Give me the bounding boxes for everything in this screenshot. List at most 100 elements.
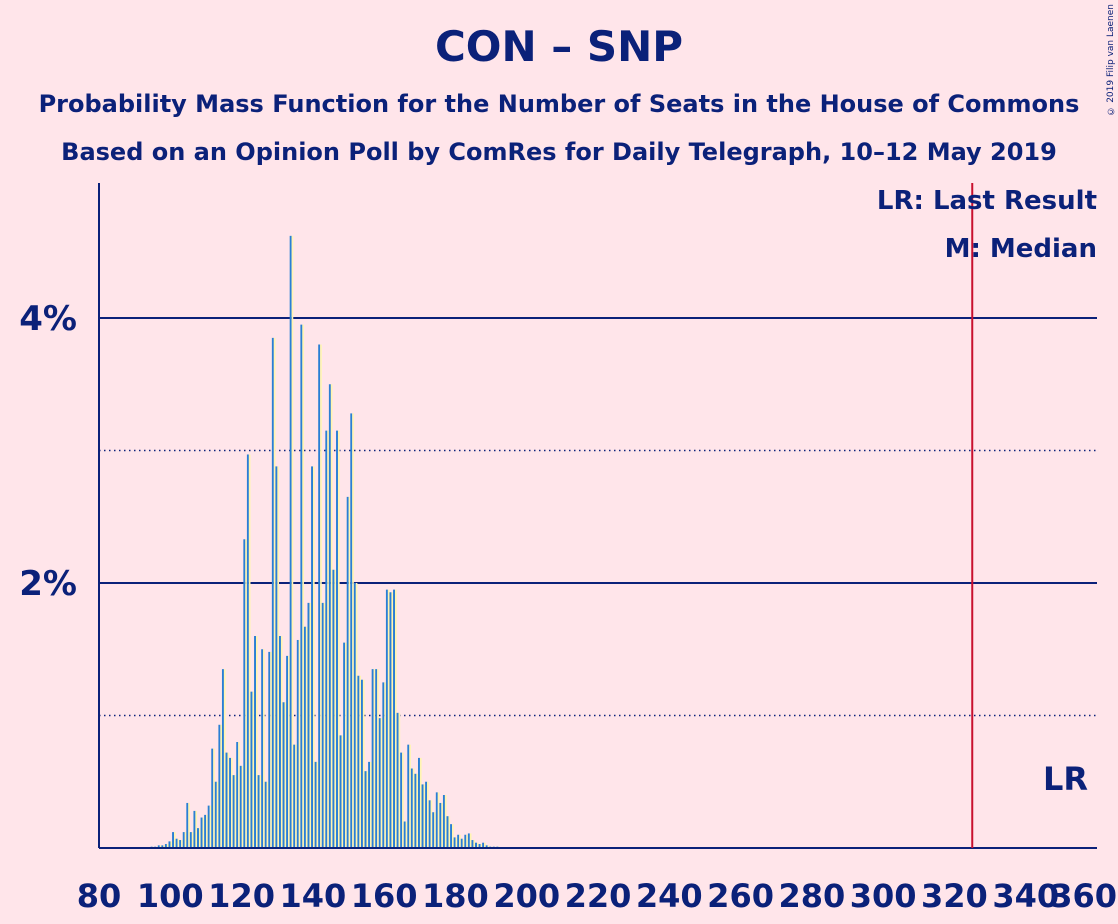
bar-shade-179 (452, 824, 454, 848)
bar-shade-117 (231, 757, 233, 848)
bar-162 (389, 592, 392, 848)
x-tick-label: 180 (422, 877, 489, 915)
bar-159 (378, 718, 381, 848)
bar-104 (182, 832, 185, 848)
bar-102 (175, 838, 178, 848)
bar-shade-183 (466, 834, 468, 848)
bar-shade-125 (259, 775, 262, 848)
bar-179 (450, 824, 453, 848)
bar-168 (410, 768, 413, 848)
bar-shade-186 (476, 842, 479, 848)
lr-marker: LR (1043, 760, 1088, 798)
bar-shade-176 (441, 802, 443, 848)
bar-shade-99 (166, 844, 169, 848)
bar-shade-108 (198, 828, 201, 848)
chart-title: CON – SNP (434, 22, 684, 71)
bar-148 (339, 735, 342, 848)
bar-149 (343, 642, 346, 848)
bar-177 (442, 795, 445, 848)
bar-163 (393, 589, 396, 848)
bar-180 (453, 837, 456, 848)
bar-shade-111 (209, 805, 212, 848)
bar-shade-110 (206, 814, 208, 848)
bar-shade-137 (302, 324, 304, 848)
bar-shade-156 (370, 761, 372, 848)
bar-115 (221, 669, 224, 848)
bar-shade-139 (309, 602, 312, 848)
bar-120 (239, 765, 242, 848)
y-tick-label: 2% (19, 564, 77, 604)
bar-98 (161, 845, 164, 848)
bar-110 (204, 814, 207, 848)
bar-shade-170 (419, 757, 422, 848)
bar-shade-188 (484, 842, 486, 848)
bar-shade-112 (213, 748, 215, 848)
x-tick-label: 280 (778, 877, 845, 915)
bar-157 (371, 669, 374, 848)
bar-111 (207, 805, 210, 848)
x-tick-label: 320 (921, 877, 988, 915)
bar-140 (311, 466, 314, 848)
bar-127 (264, 781, 267, 848)
bar-shade-159 (380, 718, 383, 848)
bar-shade-132 (284, 702, 287, 848)
bar-161 (385, 589, 388, 848)
bar-shade-140 (313, 466, 315, 848)
bar-117 (229, 757, 232, 848)
bar-shade-101 (174, 832, 176, 848)
bar-shade-142 (320, 344, 322, 848)
bar-shade-131 (280, 636, 283, 848)
bar-150 (346, 496, 349, 848)
bar-shade-129 (273, 337, 276, 848)
bar-shade-167 (409, 744, 411, 848)
bar-160 (382, 682, 385, 848)
bar-121 (243, 539, 246, 848)
bar-shade-145 (330, 384, 333, 848)
bar-shade-148 (341, 735, 344, 848)
bar-shade-130 (277, 466, 279, 848)
bar-131 (278, 636, 281, 848)
bar-106 (189, 832, 192, 848)
bar-shade-128 (270, 651, 272, 848)
bar-shade-136 (298, 639, 301, 848)
bar-108 (197, 828, 199, 848)
bar-shade-173 (430, 800, 433, 848)
x-tick-label: 360 (1050, 877, 1117, 915)
x-tick-label: 340 (992, 877, 1059, 915)
bar-176 (439, 802, 442, 848)
bar-169 (414, 773, 417, 848)
bar-shade-161 (387, 589, 390, 848)
bar-shade-104 (184, 832, 187, 848)
bar-shade-155 (366, 771, 369, 848)
bar-101 (172, 832, 175, 848)
bar-136 (296, 639, 299, 848)
bar-shade-187 (480, 844, 483, 848)
bar-183 (464, 834, 467, 848)
bar-shade-147 (337, 430, 340, 848)
bar-shade-102 (177, 838, 180, 848)
bar-171 (421, 784, 424, 848)
bar-shade-162 (391, 592, 394, 848)
bar-172 (425, 781, 428, 848)
bar-186 (475, 842, 477, 848)
bar-shade-150 (348, 496, 351, 848)
bar-shade-153 (359, 675, 361, 848)
bar-132 (282, 702, 285, 848)
bar-shade-180 (455, 837, 458, 848)
bar-shade-174 (434, 812, 436, 848)
bar-126 (261, 649, 264, 848)
bar-167 (407, 744, 410, 848)
bar-shade-135 (295, 744, 297, 848)
bar-shade-181 (459, 834, 461, 848)
bar-119 (236, 742, 239, 848)
bar-165 (400, 752, 403, 848)
x-tick-label: 140 (279, 877, 346, 915)
bar-shade-143 (323, 602, 326, 848)
bar-128 (268, 651, 271, 848)
bar-124 (254, 636, 257, 848)
bar-125 (257, 775, 260, 848)
bar-shade-146 (334, 569, 337, 848)
bar-170 (418, 757, 420, 848)
bar-shade-141 (316, 761, 319, 848)
bar-188 (482, 842, 485, 848)
